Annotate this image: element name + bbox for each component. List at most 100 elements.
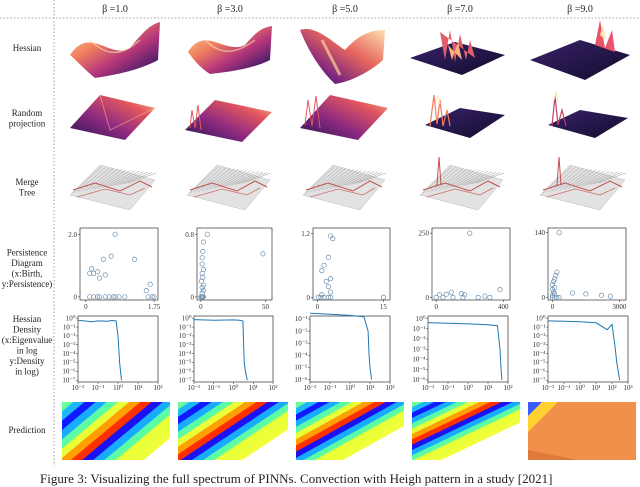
pd-ytick-label: 250 xyxy=(419,230,430,238)
pd-point xyxy=(320,268,324,272)
hd-ytick-label: 10⁰ xyxy=(416,315,426,323)
pd-point xyxy=(449,290,453,294)
column-header-beta-1: β =1.0 xyxy=(102,4,128,15)
hd-xtick-label: 10⁰ xyxy=(229,384,239,392)
hd-ytick-label: 10⁻³ xyxy=(533,341,546,349)
pd-axes-frame xyxy=(197,228,272,300)
hd-ytick-label: 10⁻⁴ xyxy=(412,356,426,364)
hd-ytick-label: 10⁻⁶ xyxy=(294,376,308,384)
hd-xtick-label: 10⁻² xyxy=(304,384,317,392)
prediction-heatmap-beta-5 xyxy=(528,402,636,460)
pd-point xyxy=(451,295,455,299)
hd-xtick-label: 10² xyxy=(385,384,394,392)
hd-xtick-label: 10⁻¹ xyxy=(558,384,571,392)
pd-point xyxy=(95,270,99,274)
random-projection-beta7 xyxy=(425,95,505,138)
pd-point xyxy=(328,276,332,280)
hd-density-line xyxy=(428,323,502,380)
pd-point xyxy=(570,291,574,295)
pd-point xyxy=(584,292,588,296)
random-projection-beta3 xyxy=(185,100,272,142)
hd-axes-frame xyxy=(194,316,273,382)
row-label-4-line-4: y:Persistence) xyxy=(2,279,52,289)
pd-point xyxy=(144,288,148,292)
row-label-3-line-1: Merge xyxy=(15,177,38,187)
row-label-5-line-1: Hessian xyxy=(13,314,42,324)
hessian-surface-beta3 xyxy=(188,26,272,74)
pd-point xyxy=(132,257,136,261)
row-label-5-line-4: in log xyxy=(17,345,38,355)
column-header-beta-2: β =3.0 xyxy=(217,4,243,15)
hd-ytick-label: 10⁻³ xyxy=(413,345,426,353)
row-label-5-line-2: Density xyxy=(13,324,41,334)
pd-point xyxy=(437,293,441,297)
hd-ytick-label: 10⁻³ xyxy=(63,341,76,349)
pd-point xyxy=(113,232,117,236)
hd-ytick-label: 10⁻⁵ xyxy=(412,366,426,374)
hd-ytick-label: 10⁰ xyxy=(182,314,192,322)
pd-point xyxy=(498,288,502,292)
pd-ytick-label: 0 xyxy=(307,294,311,302)
pd-point xyxy=(201,249,205,253)
pd-axes-frame xyxy=(80,228,158,300)
pd-xtick-label: 0 xyxy=(84,303,88,311)
merge-tree-beta-4 xyxy=(420,157,504,210)
hd-xtick-label: 10⁰ xyxy=(113,384,123,392)
hd-xtick-label: 10⁻² xyxy=(188,384,201,392)
pd-point xyxy=(468,231,472,235)
hd-ytick-label: 10⁻² xyxy=(533,332,546,340)
hd-ytick-label: 10⁻² xyxy=(413,335,426,343)
hd-ytick-label: 10⁻⁴ xyxy=(178,350,192,358)
hd-ytick-label: 10⁻⁶ xyxy=(62,368,76,376)
merge-tree-beta-1 xyxy=(70,165,156,210)
random-projection-row xyxy=(70,92,628,142)
pd-xtick-label: 0 xyxy=(551,303,555,311)
hd-ytick-label: 10⁻¹ xyxy=(533,323,546,331)
random-projection-beta5 xyxy=(300,95,388,140)
hd-ytick-label: 10⁻⁵ xyxy=(294,364,308,372)
hd-xtick-label: 10⁰ xyxy=(575,384,585,392)
pd-point xyxy=(483,294,487,298)
hessian-surface-row xyxy=(70,20,630,84)
hd-xtick-label: 10¹ xyxy=(365,384,374,392)
hd-xtick-label: 10⁻² xyxy=(72,384,85,392)
pd-point xyxy=(109,254,113,258)
hd-density-line xyxy=(548,321,620,380)
pd-ytick-label: 2.0 xyxy=(68,231,77,239)
pd-ytick-label: 0 xyxy=(542,294,546,302)
hd-ytick-label: 10⁻⁵ xyxy=(178,359,192,367)
pd-ytick-label: 0 xyxy=(191,293,195,301)
pd-point xyxy=(261,252,265,256)
pd-ytick-label: 0.8 xyxy=(185,231,194,239)
hd-density-line xyxy=(310,313,372,379)
merge-tree-beta-2 xyxy=(187,165,271,210)
hd-xtick-label: 10² xyxy=(153,384,162,392)
pd-xtick-label: 15 xyxy=(380,303,388,311)
hessian-surface-beta1 xyxy=(70,22,160,78)
hd-ytick-label: 10⁻² xyxy=(63,332,76,340)
pd-point xyxy=(326,255,330,259)
hd-ytick-label: 10⁻¹ xyxy=(179,323,192,331)
hd-xtick-label: 10¹ xyxy=(249,384,258,392)
hd-axes-frame xyxy=(310,316,390,382)
pd-point xyxy=(148,282,152,286)
hd-ytick-label: 10⁻¹ xyxy=(295,315,308,323)
row-label-2-line-1: Random xyxy=(12,108,43,118)
hd-xtick-label: 10² xyxy=(607,384,616,392)
hd-ytick-label: 10⁻² xyxy=(295,327,308,335)
pd-point xyxy=(328,290,332,294)
hd-ytick-label: 10⁰ xyxy=(66,314,76,322)
hd-xtick-label: 10² xyxy=(268,384,277,392)
figure-caption: Figure 3: Visualizing the full spectrum … xyxy=(40,471,640,487)
row-label-5-line-6: in log) xyxy=(15,366,39,376)
merge-tree-beta-3 xyxy=(303,165,386,210)
row-label-6-line-1: Prediction xyxy=(9,425,46,435)
pd-point xyxy=(201,267,205,271)
